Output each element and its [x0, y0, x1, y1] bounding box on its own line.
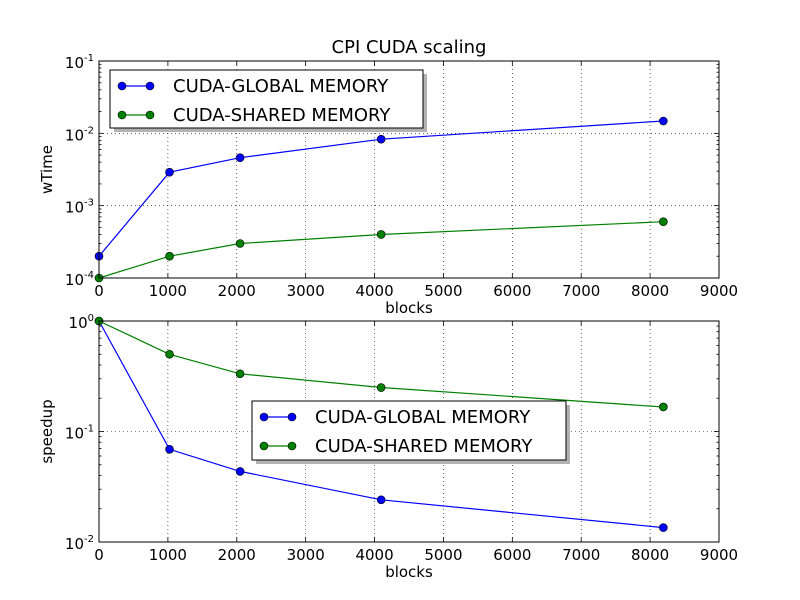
chart1-x-tick-label-0: 0 — [94, 546, 104, 564]
chart0-series-0-point-2 — [235, 153, 245, 163]
chart0-y-tick-label-3: 10-1 — [65, 53, 94, 72]
chart0-series-0-point-3 — [376, 134, 386, 144]
chart1-series-1-point-3 — [376, 383, 386, 392]
chart1-legend-marker-1 — [287, 441, 297, 451]
chart1-legend: CUDA-GLOBAL MEMORY CUDA-SHARED MEMORY — [251, 400, 570, 464]
chart1-series-0-point-1 — [165, 445, 174, 454]
chart0-x-tick-label-3: 3000 — [287, 282, 325, 300]
chart0-x-tick-label-6: 6000 — [493, 282, 531, 300]
chart1-x-tick-label-6: 6000 — [493, 546, 531, 564]
chart1-x-tick-label-4: 4000 — [355, 546, 393, 564]
chart0-legend-marker-1 — [117, 110, 127, 120]
chart0-series-1-point-1 — [165, 251, 174, 261]
chart0-x-tick-label-7: 7000 — [562, 282, 600, 300]
chart0-legend: CUDA-GLOBAL MEMORY CUDA-SHARED MEMORY — [109, 69, 427, 132]
chart0-legend-label-0: CUDA-GLOBAL MEMORY — [173, 76, 389, 97]
chart0-series-0-point-1 — [165, 167, 174, 177]
chart0-legend-marker-1 — [145, 110, 155, 120]
chart0-series-1-point-4 — [659, 217, 668, 227]
chart1-series-0-point-4 — [659, 523, 668, 532]
chart1-x-tick-label-7: 7000 — [562, 546, 600, 564]
chart1-x-tick-label-3: 3000 — [287, 546, 325, 564]
chart1-series-1-point-1 — [165, 349, 174, 359]
chart1-series-1-point-4 — [659, 402, 668, 412]
chart0-legend-box — [109, 69, 424, 129]
chart0-legend-marker-0 — [117, 81, 127, 91]
chart1-x-tick-label-5: 5000 — [424, 546, 462, 564]
chart0-x-tick-label-9: 9000 — [700, 282, 738, 300]
chart0-x-tick-label-2: 2000 — [218, 282, 256, 300]
chart0-legend-marker-0 — [145, 81, 155, 91]
chart1-series-1-point-2 — [235, 369, 245, 379]
chart0-title: CPI CUDA scaling — [332, 37, 487, 58]
chart1-frame — [98, 320, 720, 543]
chart1-x-tick-label-8: 8000 — [631, 546, 669, 564]
chart1-x-axis-label: blocks — [385, 563, 433, 581]
chart0-legend-label-1: CUDA-SHARED MEMORY — [173, 105, 391, 126]
chart0-y-axis-label: wTime — [38, 145, 56, 194]
chart1-legend-marker-0 — [259, 412, 269, 422]
chart1-legend-box — [251, 400, 567, 461]
chart1-legend-marker-1 — [259, 441, 269, 451]
chart1-series-0-point-3 — [376, 495, 386, 505]
chart0-x-axis-label: blocks — [385, 299, 433, 317]
chart0-series-1-point-3 — [376, 230, 386, 239]
chart1: 0 1000 2000 3000 4000 5000 6000 7000 8000 9000 10-… — [38, 313, 738, 581]
chart0-x-tick-label-4: 4000 — [355, 282, 393, 300]
chart0-x-tick-label-5: 5000 — [424, 282, 462, 300]
chart1-legend-label-1: CUDA-SHARED MEMORY — [315, 436, 533, 457]
chart1-x-tick-label-9: 9000 — [700, 546, 738, 564]
chart0-y-tick-label-2: 10-2 — [65, 125, 94, 144]
chart0-y-tick-label-1: 10-3 — [65, 198, 94, 217]
chart0-x-tick-label-8: 8000 — [631, 282, 669, 300]
chart1-x-tick-label-1: 1000 — [149, 546, 187, 564]
chart0-series-1-point-2 — [235, 239, 245, 248]
chart0-y-tick-label-0: 10-4 — [65, 270, 94, 289]
chart1-y-tick-label-0: 10-2 — [65, 534, 94, 553]
chart1-y-tick-label-2: 100 — [69, 313, 94, 332]
chart0-frame — [98, 60, 720, 279]
chart1-y-axis-label: speedup — [38, 399, 56, 463]
chart1-series-0-point-2 — [235, 467, 245, 476]
chart1-x-tick-label-2: 2000 — [218, 546, 256, 564]
chart0-x-tick-label-0: 0 — [94, 282, 104, 300]
chart1-legend-label-0: CUDA-GLOBAL MEMORY — [315, 407, 531, 428]
chart1-y-tick-label-1: 10-1 — [65, 424, 94, 443]
chart1-legend-marker-0 — [287, 412, 297, 422]
chart0-series-0-point-4 — [659, 116, 668, 126]
chart0: 0 1000 2000 3000 4000 5000 6000 7000 8000 9000 10-… — [38, 37, 738, 317]
chart0-x-tick-label-1: 1000 — [149, 282, 187, 300]
